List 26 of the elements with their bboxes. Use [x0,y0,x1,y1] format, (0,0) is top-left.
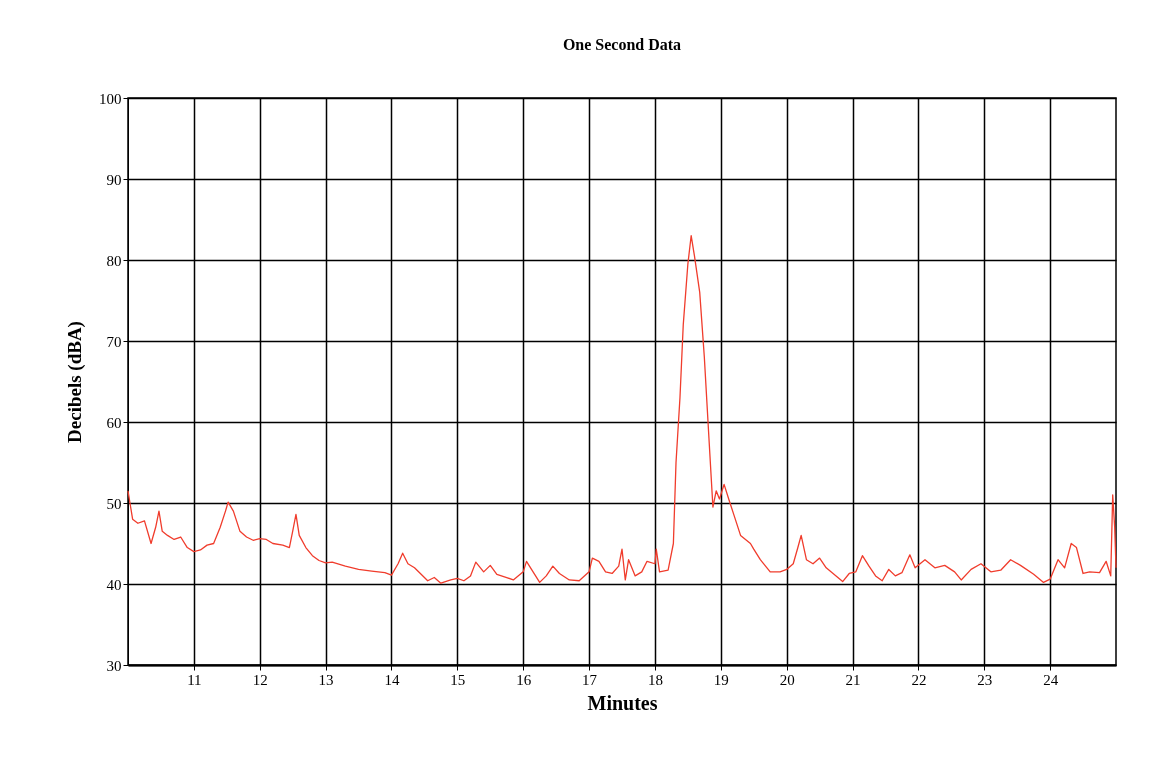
x-tick-label: 17 [582,671,598,688]
x-tick-label: 14 [384,671,400,688]
x-tick-label: 23 [977,671,993,688]
y-tick-label: 70 [106,333,122,350]
x-tick-label: 12 [252,671,268,688]
y-tick-label: 50 [106,495,122,512]
x-tick-label: 18 [647,671,663,688]
y-tick-label: 30 [106,657,122,674]
y-tick-label: 40 [106,576,122,593]
y-axis-title: Decibels (dBA) [64,321,86,443]
y-tick-label: 100 [99,90,122,107]
line-series [127,235,1117,584]
y-tick-label: 60 [106,414,122,431]
x-tick-label: 19 [713,671,729,688]
x-tick-label: 24 [1043,671,1059,688]
y-tick-label: 90 [106,171,122,188]
x-tick-label: 20 [779,671,795,688]
x-tick-label: 15 [450,671,466,688]
y-tick-label: 80 [106,252,122,269]
x-tick-label: 22 [911,671,927,688]
x-axis-title: Minutes [587,691,658,714]
x-tick-label: 16 [516,671,532,688]
x-tick-label: 11 [187,671,202,688]
x-tick-label: 13 [318,671,334,688]
x-tick-label: 21 [845,671,861,688]
chart-title: One Second Data [562,36,682,53]
